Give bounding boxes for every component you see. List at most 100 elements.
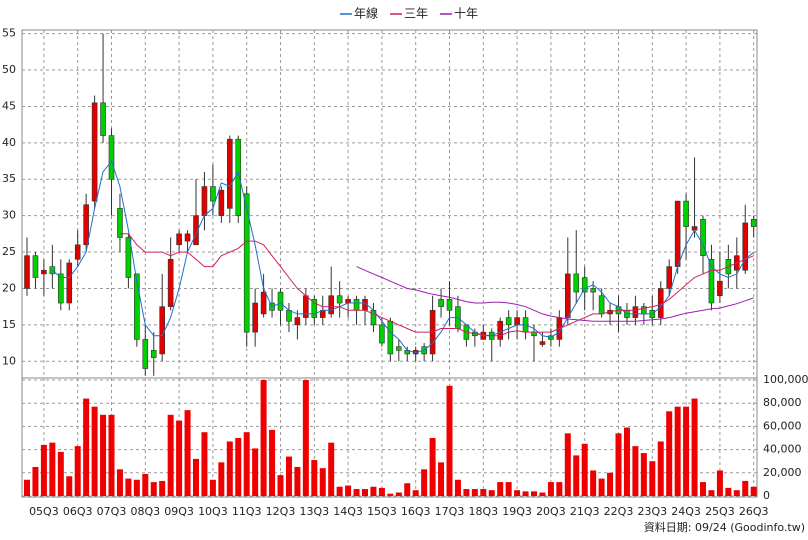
volume-bar [531,491,537,496]
candle-body [328,295,335,315]
volume-bar [116,469,123,496]
volume-bar [235,438,242,496]
candle-body [666,266,673,289]
volume-bar [623,427,630,496]
volume-bar [649,461,656,496]
y2-tick-label: 100,000 [763,373,808,386]
volume-bar [421,469,428,496]
candle-body [277,291,284,311]
volume-bar [573,455,580,496]
ma-line [119,233,754,337]
candle-body [581,277,588,293]
y-tick-label: 45 [2,99,16,112]
volume-bar [32,467,39,496]
volume-bar [547,482,554,496]
candle-body [159,306,165,355]
volume-bar [345,485,352,496]
volume-bar [497,482,504,496]
volume-bar [691,398,698,496]
volume-bar [742,480,749,496]
volume-bar [505,482,512,496]
volume-bar [395,492,402,496]
candle-body [683,200,689,227]
x-tick-label: 24Q3 [671,505,701,518]
volume-bar [260,380,267,496]
legend-label: 十年 [454,7,478,21]
candle-body [260,291,267,315]
candle-body [83,204,89,246]
volume-bar [556,482,563,496]
candle-body [184,233,191,242]
candle-body [57,273,64,304]
candle-body [24,255,30,289]
volume-bar [514,490,521,496]
volume-bar [150,482,157,496]
candle-body [100,102,106,136]
candle-body [750,218,757,227]
candle-body [134,273,140,340]
volume-bar [362,489,368,496]
volume-bar [252,448,259,496]
candle-body [235,138,242,216]
x-tick-label: 22Q3 [604,505,634,518]
volume-bar [184,410,191,496]
y-tick-label: 55 [2,27,16,40]
candle-body [193,215,199,246]
candle-body [438,299,444,307]
y2-tick-label: 80,000 [763,396,802,409]
volume-bar [167,414,174,496]
volume-bar [488,490,495,496]
volume-bar [378,487,385,496]
volume-bar [733,490,740,496]
volume-bar [674,406,681,496]
volume-bar [226,441,233,496]
y2-tick-label: 40,000 [763,443,802,456]
candle-body [387,320,394,355]
volume-bar [471,489,478,496]
volume-bar [133,479,140,496]
candle-body [108,135,115,180]
x-tick-label: 16Q3 [401,505,431,518]
volume-bar [412,490,419,496]
x-tick-label: 17Q3 [435,505,465,518]
candle-body [497,320,504,340]
volume-bar [269,429,276,496]
volume-bar [74,446,81,496]
volume-bar [277,475,284,496]
candle-body [590,288,596,293]
volume-bar [564,433,571,496]
candle-body [243,193,250,333]
volume-bar [311,460,318,496]
x-tick-label: 14Q3 [333,505,363,518]
candle-body [531,331,537,337]
candle-body [564,273,571,318]
volume-bar [176,420,183,496]
volume-bar [328,442,335,496]
candle-body [32,255,39,278]
x-tick-label: 05Q3 [29,505,59,518]
volume-bar [193,458,199,496]
candle-body [353,299,360,311]
volume-bar [387,493,394,496]
y-tick-label: 50 [2,63,16,76]
volume-bar [683,406,690,496]
candle-body [210,186,216,202]
candle-body [227,138,233,209]
candle-body [167,259,174,307]
volume-bar [125,478,132,496]
volume-bar [454,479,461,496]
volume-bar [750,486,757,496]
x-tick-label: 12Q3 [266,505,296,518]
y-tick-label: 10 [2,354,16,367]
volume-bar [700,482,706,496]
volume-bar [218,462,225,496]
candle-body [598,295,605,315]
candle-body [41,269,47,275]
x-tick-label: 06Q3 [63,505,93,518]
candle-body [514,317,520,326]
x-tick-label: 13Q3 [299,505,329,518]
y-tick-label: 20 [2,281,16,294]
candle-body [717,280,723,297]
volume-bar [201,432,208,496]
